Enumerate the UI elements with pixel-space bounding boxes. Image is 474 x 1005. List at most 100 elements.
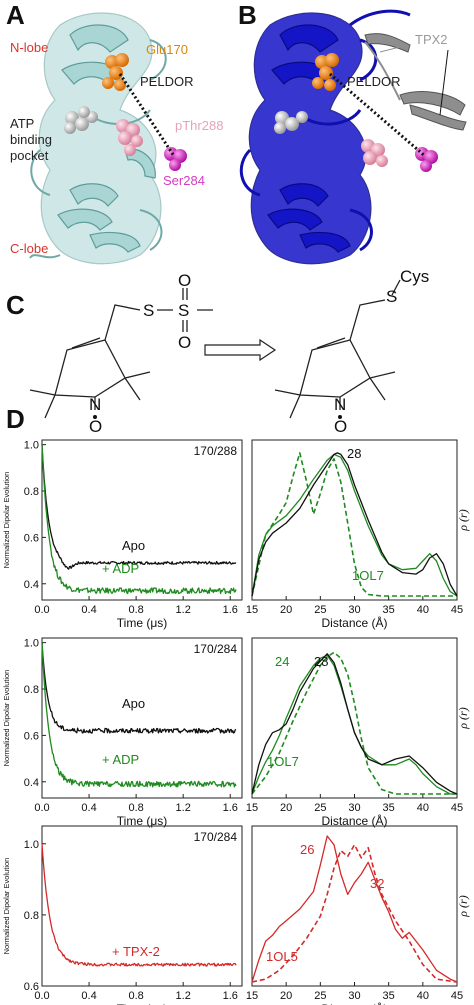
x-tick-label: 20	[280, 990, 292, 1002]
y-tick-label: 0.4	[24, 579, 39, 591]
chart-6: 15 20 25 30 35 40 45 Distance (Å) ρ (r) 26 32 1OL5	[246, 825, 470, 1005]
x-axis-label: Distance (Å)	[321, 813, 387, 828]
atom-o-bottom: O	[178, 333, 191, 352]
panel-letter-d: D	[6, 404, 25, 434]
chart-annotation: 1OL7	[352, 568, 384, 583]
peldor-label-a: PELDOR	[140, 74, 193, 89]
y-axis-label: ρ (r)	[456, 509, 470, 531]
chart-annotation: 32	[370, 876, 384, 891]
peldor-distance-line	[118, 73, 176, 157]
series-line	[41, 444, 237, 570]
panel-c-atom-labels: S S O O N O S Cys N O	[89, 267, 429, 436]
pthr288-label: pThr288	[175, 118, 223, 133]
atp-pocket-spheres	[64, 106, 98, 134]
x-tick-label: 1.6	[223, 990, 238, 1002]
peldor-distance-line-b	[329, 72, 426, 158]
y-tick-label: 0.8	[24, 684, 39, 696]
pthr288-spheres	[116, 119, 143, 156]
x-tick-label: 25	[314, 604, 326, 616]
x-tick-label: 1.6	[223, 802, 238, 814]
x-tick-label: 0.4	[81, 604, 96, 616]
panel-letter-b: B	[238, 0, 257, 30]
series-line	[251, 654, 457, 795]
x-tick-label: 45	[451, 802, 463, 814]
series-line	[41, 642, 237, 788]
x-axis-label: Distance (Å)	[321, 615, 387, 630]
panel-a-labels: N-lobe C-lobe Glu170 PELDOR ATP binding …	[10, 40, 223, 256]
x-tick-label: 15	[246, 990, 258, 1002]
chart-2: 15 20 25 30 35 40 45 Distance (Å) ρ (r) 28 1OL7	[246, 439, 470, 630]
y-axis-label: Normalized Dipolar Evolution	[2, 670, 11, 767]
x-tick-label: 35	[383, 604, 395, 616]
series-line	[251, 653, 458, 795]
glu170-spheres	[102, 53, 129, 91]
chart-annotation: Apo	[122, 696, 145, 711]
ser284-spheres-b	[415, 147, 438, 172]
n-lobe-label: N-lobe	[10, 40, 48, 55]
y-tick-label: 1.0	[24, 839, 39, 851]
x-tick-label: 0.0	[34, 802, 49, 814]
series-line	[41, 843, 237, 967]
sample-label: 170/284	[194, 642, 238, 656]
x-tick-label: 30	[348, 604, 360, 616]
atom-s-left: S	[143, 301, 154, 320]
cys-label: Cys	[400, 267, 429, 286]
reaction-arrow	[204, 338, 277, 362]
chart-frame	[41, 637, 243, 799]
x-tick-label: 45	[451, 604, 463, 616]
chart-4: 15 20 25 30 35 40 45 Distance (Å) ρ (r) 24 28 1OL7	[246, 637, 470, 828]
x-tick-label: 15	[246, 802, 258, 814]
x-tick-label: 0.4	[81, 802, 96, 814]
x-tick-label: 40	[417, 604, 429, 616]
atom-s-right: S	[386, 287, 397, 306]
y-tick-label: 0.6	[24, 532, 39, 544]
pthr288-spheres-b	[361, 139, 388, 167]
chart-annotation: 28	[347, 446, 361, 461]
atom-n-right: N	[334, 395, 346, 414]
series-line	[251, 452, 458, 597]
x-tick-label: 35	[383, 990, 395, 1002]
y-axis-label: Normalized Dipolar Evolution	[2, 472, 11, 569]
x-tick-label: 1.2	[176, 990, 191, 1002]
panel-letters: A B C D	[6, 0, 257, 434]
radical-dot-right	[338, 415, 342, 419]
x-tick-label: 0.8	[128, 802, 143, 814]
atp-pocket-spheres-b	[274, 111, 308, 134]
x-tick-label: 35	[383, 802, 395, 814]
right-pyrroline-ring	[299, 339, 371, 398]
panel-a-structure	[29, 12, 187, 265]
y-tick-label: 1.0	[24, 638, 39, 650]
x-tick-label: 40	[417, 802, 429, 814]
panel-letter-c: C	[6, 290, 25, 320]
x-tick-label: 0.4	[81, 990, 96, 1002]
chart-annotation: 1OL5	[266, 949, 298, 964]
x-tick-label: 0.0	[34, 604, 49, 616]
x-tick-label: 25	[314, 802, 326, 814]
y-axis-label: Normalized Dipolar Evolution	[2, 858, 11, 955]
atom-s-center: S	[178, 301, 189, 320]
chart-annotation: + ADP	[102, 752, 139, 767]
x-tick-label: 1.2	[176, 604, 191, 616]
kinase-cartoon-light	[38, 12, 162, 265]
x-axis-label: Time (μs)	[117, 616, 167, 630]
tpx2-label: TPX2	[415, 32, 448, 47]
x-tick-label: 40	[417, 990, 429, 1002]
x-tick-label: 20	[280, 802, 292, 814]
x-tick-label: 15	[246, 604, 258, 616]
chart-annotation: Apo	[122, 538, 145, 553]
chart-1: 0.0 0.4 0.8 1.2 1.6 Time (μs) 0.4 0.6 0.8 1.0 Norm…	[2, 439, 243, 630]
c-lobe-label: C-lobe	[10, 241, 48, 256]
x-tick-label: 1.2	[176, 802, 191, 814]
chart-3: 0.0 0.4 0.8 1.2 1.6 Time (μs) 0.4 0.6 0.8 1.0 Norm…	[2, 637, 243, 828]
atom-o-top: O	[178, 271, 191, 290]
chart-annotation: + TPX-2	[112, 944, 160, 959]
y-tick-label: 0.6	[24, 730, 39, 742]
atp-label-line3: pocket	[10, 148, 49, 163]
x-tick-label: 45	[451, 990, 463, 1002]
tpx2-loop	[364, 41, 401, 101]
y-tick-label: 0.4	[24, 777, 39, 789]
series-line	[41, 642, 237, 734]
series-line	[251, 651, 457, 795]
tpx2-pointer-line	[379, 44, 409, 53]
atom-o-right: O	[334, 417, 347, 436]
